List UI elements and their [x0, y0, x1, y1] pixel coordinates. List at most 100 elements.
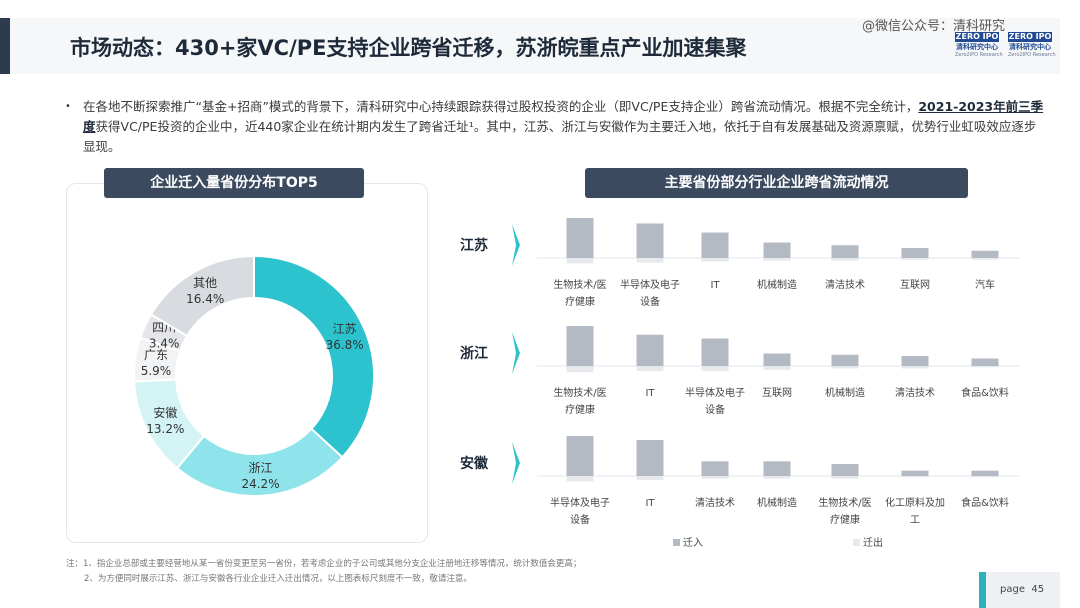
bar-in-0-0: [566, 218, 594, 258]
right-section-header: 主要省份部分行业企业跨省流动情况: [585, 168, 968, 198]
bar-out-1-2: [701, 366, 729, 371]
page-number: page 45: [1000, 584, 1045, 595]
bar-out-0-0: [566, 258, 594, 264]
category-label-2-0-0: 半导体及电子: [550, 496, 610, 509]
bar-out-1-6: [971, 366, 999, 368]
donut-value-4: 3.4%: [149, 337, 180, 351]
bar-in-0-5: [901, 248, 929, 258]
bar-out-2-3: [763, 476, 791, 479]
bar-out-1-0: [566, 366, 594, 373]
bar-in-1-6: [971, 358, 999, 366]
category-label-2-1-0: IT: [645, 498, 655, 509]
category-label-1-2-0: 半导体及电子: [685, 386, 745, 399]
province-label-1: 浙江: [460, 345, 488, 362]
legend-out-swatch: [853, 539, 860, 546]
bar-in-0-1: [636, 223, 664, 258]
bar-out-1-3: [763, 366, 791, 370]
category-label-1-4-0: 机械制造: [825, 386, 865, 399]
title-background: [10, 18, 1060, 74]
bar-out-1-4: [831, 366, 859, 369]
province-arrow-icon-0: [512, 224, 520, 266]
category-label-0-1-1: 设备: [640, 295, 660, 308]
category-label-1-2-1: 设备: [705, 403, 725, 416]
bar-in-0-3: [763, 242, 791, 258]
period-highlight: 2021-2023年前三季度: [83, 99, 1044, 134]
category-label-2-6-0: 食品&饮料: [961, 496, 1009, 509]
page-number-box: [979, 572, 1060, 608]
bar-in-1-4: [831, 354, 859, 366]
bar-in-2-1: [636, 440, 664, 476]
bar-out-1-5: [901, 366, 929, 369]
bar-out-2-0: [566, 476, 594, 482]
donut-value-1: 24.2%: [241, 477, 279, 491]
zero2ipo-logo: ZERO IPO 清科研究中心 Zero2IPO Research: [955, 32, 1003, 58]
category-label-0-5-0: 互联网: [900, 279, 930, 291]
legend-out-label: 迁出: [863, 536, 883, 549]
donut-label-3: 广东: [144, 348, 168, 362]
bar-in-2-3: [763, 461, 791, 476]
category-label-2-4-0: 生物技术/医: [818, 496, 871, 509]
province-arrow-icon-1: [512, 332, 520, 374]
donut-label-1: 浙江: [249, 461, 273, 475]
category-label-0-0-1: 疗健康: [565, 295, 595, 308]
bar-out-2-2: [701, 476, 729, 479]
bar-out-0-1: [636, 258, 664, 263]
bar-out-2-1: [636, 476, 664, 480]
category-label-0-6-0: 汽车: [975, 278, 995, 291]
bullet-icon: •: [65, 101, 71, 112]
category-label-0-1-0: 半导体及电子: [620, 278, 680, 291]
bar-out-0-6: [971, 258, 999, 260]
category-label-2-4-1: 疗健康: [830, 513, 860, 526]
bar-out-0-2: [701, 258, 729, 262]
page-accent-bar: [979, 572, 986, 608]
zero2ipo-research-logo: ZERO IPO 清科研究中心 Zero2IPO Research: [1008, 32, 1056, 58]
bar-in-0-2: [701, 232, 729, 258]
bar-out-2-4: [831, 476, 859, 479]
category-label-2-3-0: 机械制造: [757, 496, 797, 509]
bar-out-2-6: [971, 476, 999, 478]
category-label-0-0-0: 生物技术/医: [553, 278, 606, 291]
category-label-1-1-0: IT: [645, 388, 655, 399]
province-label-0: 江苏: [460, 237, 488, 254]
category-label-0-3-0: 机械制造: [757, 278, 797, 291]
left-section-header: 企业迁入量省份分布TOP5: [104, 168, 364, 198]
bar-in-2-2: [701, 461, 729, 476]
bar-in-2-6: [971, 470, 999, 476]
bar-out-2-5: [901, 476, 929, 478]
title-accent-bar: [0, 18, 10, 74]
category-label-2-5-0: 化工原料及加: [885, 496, 945, 509]
province-arrow-icon-2: [512, 442, 520, 484]
bar-out-0-3: [763, 258, 791, 261]
category-label-1-6-0: 食品&饮料: [961, 386, 1009, 399]
donut-label-2: 安徽: [153, 405, 177, 420]
footnotes: 注：1、指企业总部或主要经营地从某一省份变更至另一省份，若考虑企业的子公司或其他…: [66, 557, 581, 587]
footnote-2: 2、为方便同时展示江苏、浙江与安徽各行业企业迁入迁出情况，以上图表标尺刻度不一致…: [84, 574, 472, 584]
category-label-1-5-0: 清洁技术: [895, 386, 935, 399]
legend-in-swatch: [673, 539, 680, 546]
bar-in-2-5: [901, 470, 929, 476]
category-label-1-0-0: 生物技术/医: [553, 386, 606, 399]
category-label-0-2-0: IT: [710, 280, 720, 291]
donut-value-5: 16.4%: [186, 292, 224, 306]
donut-value-3: 5.9%: [141, 364, 172, 378]
bar-out-1-1: [636, 366, 664, 371]
bar-in-0-6: [971, 250, 999, 258]
category-label-2-5-1: 工: [910, 515, 920, 526]
category-label-1-0-1: 疗健康: [565, 403, 595, 416]
bar-in-1-0: [566, 326, 594, 366]
donut-slice-0: [253, 254, 375, 459]
bar-in-1-3: [763, 353, 791, 366]
bar-in-1-1: [636, 334, 664, 366]
intro-paragraph: • 在各地不断探索推广“基金+招商”模式的背景下，清科研究中心持续跟踪获得过股权…: [65, 99, 1044, 154]
watermark: @微信公众号：清科研究: [862, 19, 1006, 34]
province-label-2: 安徽: [460, 455, 489, 472]
bar-in-0-4: [831, 245, 859, 258]
donut-label-0: 江苏: [333, 322, 357, 336]
donut-slice-5: [149, 254, 255, 338]
category-label-2-2-0: 清洁技术: [695, 496, 735, 509]
category-label-0-4-0: 清洁技术: [825, 278, 865, 291]
donut-value-2: 13.2%: [146, 422, 184, 436]
bar-in-1-5: [901, 356, 929, 366]
